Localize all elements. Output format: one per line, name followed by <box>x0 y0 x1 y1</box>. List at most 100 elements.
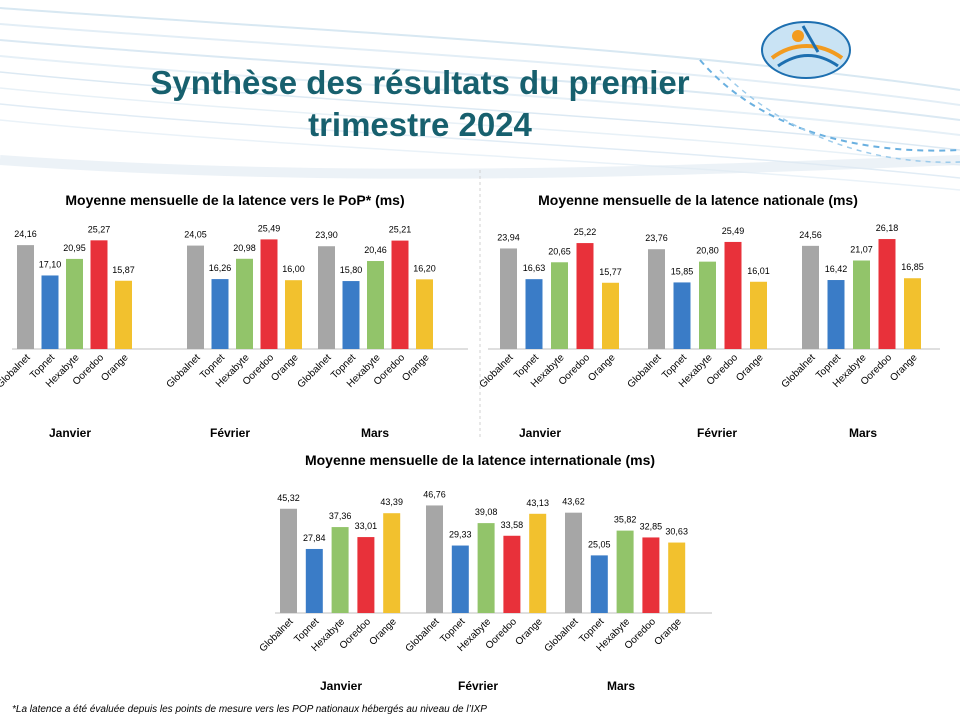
tick-label-month-feb-globalnet: Globalnet <box>165 352 203 390</box>
data-label-month-mar-hexabyte: 21,07 <box>850 245 873 255</box>
month-label-month-feb: Février <box>458 679 498 693</box>
bar-month-jan-ooredoo <box>576 243 594 349</box>
bar-month-mar-globalnet <box>565 512 582 613</box>
data-label-month-feb-hexabyte: 20,80 <box>696 246 719 256</box>
bar-month-jan-topnet <box>41 275 59 349</box>
data-label-month-feb-topnet: 15,85 <box>671 266 694 276</box>
bar-month-mar-globalnet <box>802 245 819 349</box>
bar-month-mar-globalnet <box>318 246 335 349</box>
data-label-month-feb-orange: 16,00 <box>282 264 305 274</box>
bar-month-mar-orange <box>668 542 686 613</box>
tick-label-month-jan-globalnet: Globalnet <box>0 352 33 390</box>
bar-month-feb-orange <box>285 280 302 349</box>
month-label-month-feb: Février <box>210 426 250 440</box>
bar-month-jan-hexabyte <box>331 527 349 613</box>
bar-month-feb-ooredoo <box>503 535 521 613</box>
bar-month-mar-ooredoo <box>642 537 660 613</box>
data-label-month-feb-globalnet: 23,76 <box>645 233 668 243</box>
data-label-month-jan-orange: 43,39 <box>380 497 403 507</box>
data-label-month-mar-topnet: 15,80 <box>340 265 363 275</box>
page-title-line1: Synthèse des résultats du premier <box>150 64 690 101</box>
month-label-month-jan: Janvier <box>519 426 561 440</box>
data-label-month-feb-orange: 16,01 <box>747 266 770 276</box>
data-label-month-jan-orange: 15,87 <box>112 265 135 275</box>
footnote: *La latence a été évaluée depuis les poi… <box>12 704 487 715</box>
data-label-month-mar-orange: 30,63 <box>665 527 688 537</box>
tick-label-month-jan-orange: Orange <box>367 616 399 648</box>
data-label-month-jan-hexabyte: 37,36 <box>329 511 352 521</box>
data-label-month-feb-ooredoo: 25,49 <box>722 226 745 236</box>
bar-month-mar-ooredoo <box>878 239 896 349</box>
bar-month-feb-topnet <box>451 545 469 613</box>
data-label-month-jan-ooredoo: 33,01 <box>355 521 378 531</box>
data-label-month-jan-topnet: 16,63 <box>523 263 546 273</box>
chart-title-nationale: Moyenne mensuelle de la latence national… <box>538 192 858 208</box>
chart-pop-latency: 24,16Globalnet17,10Topnet20,95Hexabyte25… <box>0 223 468 440</box>
data-label-month-jan-hexabyte: 20,65 <box>548 246 571 256</box>
page-title: Synthèse des résultats du premier trimes… <box>100 62 740 146</box>
bar-month-jan-orange <box>115 280 132 349</box>
bar-month-jan-globalnet <box>500 248 517 349</box>
data-label-month-mar-globalnet: 24,56 <box>799 230 822 240</box>
bar-month-mar-topnet <box>590 555 608 613</box>
bar-month-feb-globalnet <box>648 249 665 349</box>
tick-label-month-jan-orange: Orange <box>99 352 131 384</box>
data-label-month-mar-ooredoo: 26,18 <box>876 223 899 233</box>
data-label-month-jan-orange: 15,77 <box>599 267 622 277</box>
tick-label-month-jan-globalnet: Globalnet <box>480 352 516 390</box>
data-label-month-jan-globalnet: 45,32 <box>277 493 300 503</box>
bar-month-mar-topnet <box>827 280 845 349</box>
bar-month-feb-ooredoo <box>724 241 742 349</box>
bar-month-jan-globalnet <box>280 508 297 613</box>
bar-month-feb-hexabyte <box>699 261 716 349</box>
tick-label-month-feb-orange: Orange <box>734 352 766 384</box>
bar-month-jan-topnet <box>525 279 543 349</box>
bar-month-feb-ooredoo <box>260 239 278 349</box>
data-label-month-feb-hexabyte: 39,08 <box>475 507 498 517</box>
month-label-month-feb: Février <box>697 426 737 440</box>
bar-month-jan-ooredoo <box>90 240 108 349</box>
page-title-line2: trimestre 2024 <box>308 106 532 143</box>
data-label-month-feb-globalnet: 24,05 <box>184 230 207 240</box>
data-label-month-mar-globalnet: 43,62 <box>562 497 585 507</box>
month-label-month-jan: Janvier <box>49 426 91 440</box>
data-label-month-jan-globalnet: 23,94 <box>497 232 520 242</box>
bar-month-mar-topnet <box>342 281 360 349</box>
tick-label-month-feb-orange: Orange <box>513 616 545 648</box>
bar-month-feb-globalnet <box>426 505 443 613</box>
bar-month-mar-hexabyte <box>853 260 870 349</box>
data-label-month-jan-topnet: 27,84 <box>303 533 326 543</box>
data-label-month-mar-ooredoo: 25,21 <box>389 225 412 235</box>
month-label-month-mar: Mars <box>361 426 389 440</box>
bar-month-jan-ooredoo <box>357 537 375 613</box>
bar-month-jan-orange <box>602 282 619 349</box>
data-label-month-mar-hexabyte: 35,82 <box>614 515 637 525</box>
chart-international-latency: 45,32Globalnet27,84Topnet37,36Hexabyte33… <box>258 489 712 693</box>
bar-month-mar-orange <box>416 279 433 349</box>
data-label-month-mar-globalnet: 23,90 <box>315 230 338 240</box>
tick-label-month-mar-globalnet: Globalnet <box>780 352 818 390</box>
tick-label-month-jan-globalnet: Globalnet <box>258 616 296 654</box>
data-label-month-mar-topnet: 16,42 <box>825 264 848 274</box>
chart-national-latency: 23,94Globalnet16,63Topnet20,65Hexabyte25… <box>480 223 940 440</box>
tick-label-month-feb-globalnet: Globalnet <box>626 352 664 390</box>
data-label-month-mar-ooredoo: 32,85 <box>640 521 663 531</box>
tick-label-month-mar-orange: Orange <box>652 616 684 648</box>
month-label-month-jan: Janvier <box>320 679 362 693</box>
data-label-month-feb-orange: 43,13 <box>526 498 549 508</box>
chart-title-pop: Moyenne mensuelle de la latence vers le … <box>65 192 405 208</box>
data-label-month-jan-hexabyte: 20,95 <box>63 243 86 253</box>
tick-label-month-jan-orange: Orange <box>586 352 618 384</box>
bar-month-feb-orange <box>529 513 547 613</box>
data-label-month-feb-topnet: 29,33 <box>449 530 472 540</box>
data-label-month-jan-globalnet: 24,16 <box>14 229 37 239</box>
bar-month-feb-topnet <box>211 279 229 349</box>
data-label-month-feb-hexabyte: 20,98 <box>233 243 256 253</box>
data-label-month-feb-globalnet: 46,76 <box>423 489 446 499</box>
bar-month-jan-orange <box>383 513 401 613</box>
bar-month-feb-orange <box>750 281 767 349</box>
bar-month-jan-topnet <box>305 548 323 613</box>
bar-month-jan-hexabyte <box>551 262 568 349</box>
tick-label-month-mar-orange: Orange <box>400 352 432 384</box>
